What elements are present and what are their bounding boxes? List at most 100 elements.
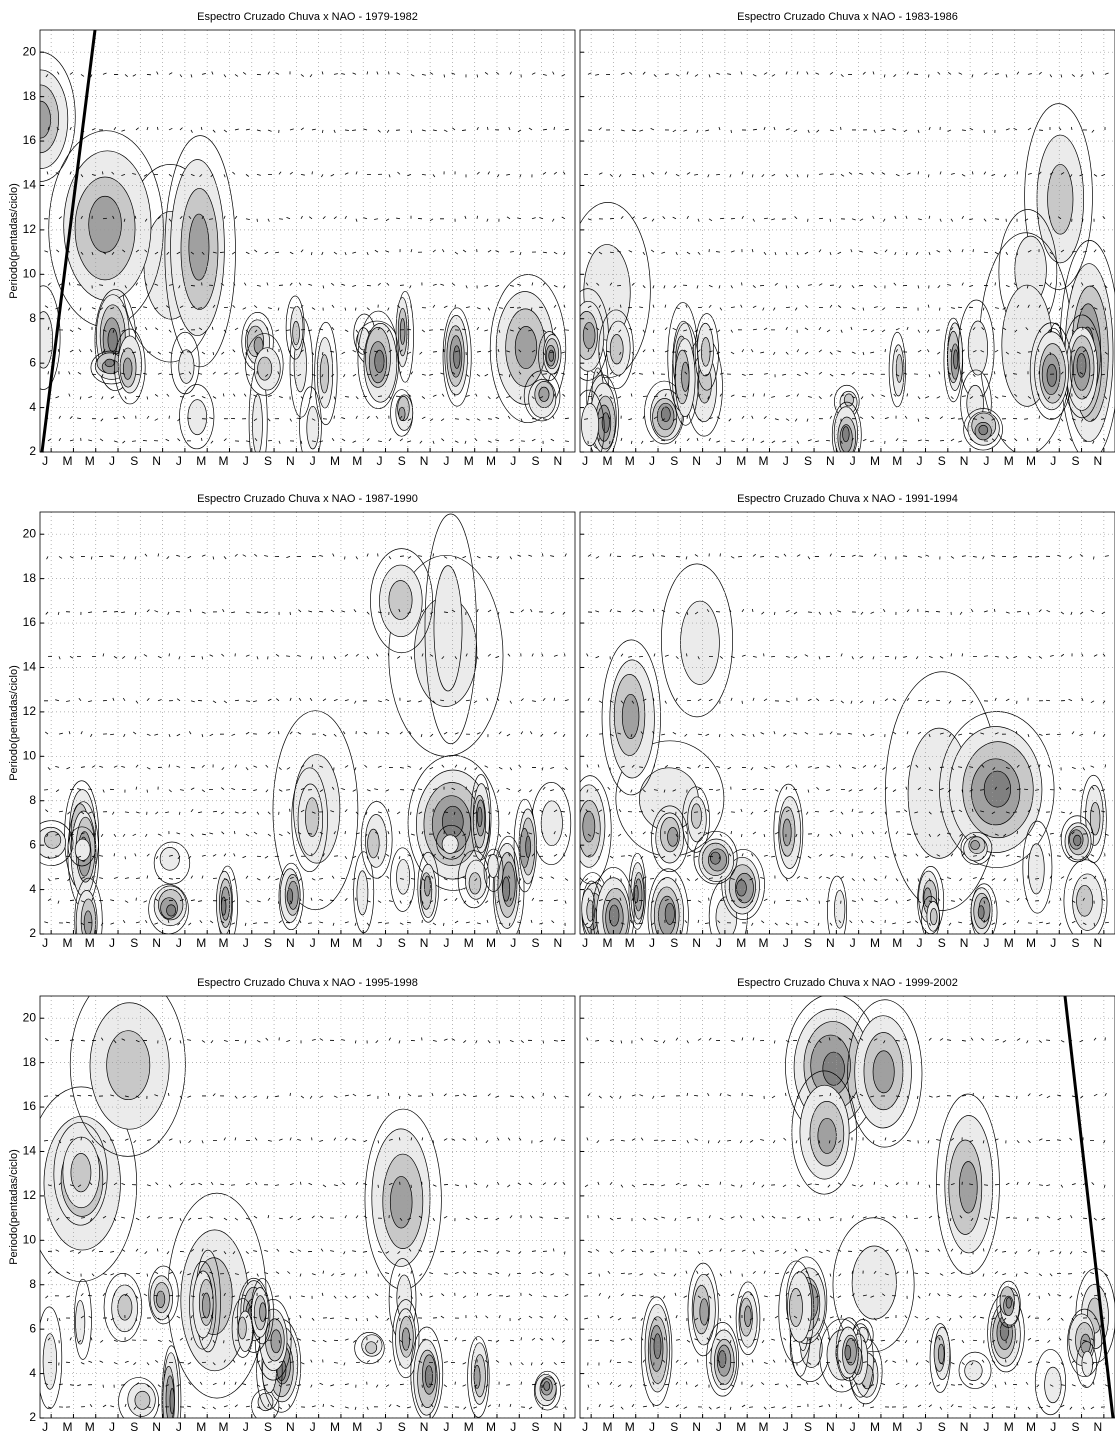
phase-arrow: [640, 1037, 644, 1041]
phase-arrow: [609, 251, 614, 254]
phase-arrow: [454, 1271, 459, 1275]
phase-arrow: [354, 1273, 357, 1277]
phase-arrow: [287, 1271, 291, 1274]
phase-arrow: [321, 129, 324, 133]
phase-arrow: [609, 371, 613, 375]
phase-arrow: [443, 74, 446, 78]
phase-arrow: [796, 285, 800, 289]
phase-arrow: [771, 218, 776, 221]
phase-arrow: [553, 831, 556, 835]
phase-arrow: [708, 218, 713, 222]
phase-arrow: [675, 898, 680, 902]
contour: [1090, 801, 1101, 836]
phase-arrow: [906, 172, 911, 175]
phase-arrow: [730, 1384, 735, 1387]
phase-arrow: [454, 251, 459, 255]
phase-arrow: [728, 853, 732, 857]
x-tick-label: N: [826, 454, 835, 468]
phase-arrow: [738, 1295, 743, 1299]
phase-arrow: [983, 72, 988, 75]
phase-arrow: [223, 1040, 228, 1042]
phase-arrow: [761, 1340, 765, 1344]
phase-arrow: [895, 349, 898, 353]
phase-arrow: [994, 307, 999, 309]
phase-arrow: [928, 1215, 933, 1219]
phase-arrow: [805, 1381, 809, 1385]
contour: [1067, 1308, 1102, 1378]
phase-arrow: [851, 371, 855, 375]
phase-arrow: [399, 1383, 404, 1386]
phase-arrow: [829, 129, 834, 132]
phase-arrow: [1005, 74, 1008, 78]
contour: [640, 1296, 673, 1406]
contour: [259, 1302, 267, 1322]
phase-arrow: [486, 218, 489, 222]
x-tick-label: J: [983, 454, 989, 468]
phase-arrow: [465, 394, 470, 397]
phase-arrow: [464, 767, 467, 771]
contour: [736, 879, 747, 897]
phase-arrow: [640, 1317, 644, 1321]
phase-arrow: [212, 1250, 217, 1252]
phase-arrow: [322, 733, 327, 737]
contour: [1076, 353, 1087, 378]
phase-arrow: [675, 1182, 680, 1186]
phase-arrow: [859, 250, 864, 253]
chart-title: Espectro Cruzado Chuva x NAO - 1999-2002: [737, 977, 958, 989]
contour: [106, 1030, 151, 1101]
phase-arrow: [1101, 173, 1106, 177]
phase-arrow: [1016, 731, 1018, 735]
phase-arrow: [807, 1362, 812, 1365]
phase-arrow: [78, 1339, 82, 1343]
phase-arrow: [408, 1337, 412, 1341]
phase-arrow: [443, 922, 445, 926]
phase-arrow: [685, 304, 688, 308]
phase-arrow: [674, 374, 677, 378]
x-tick-label: N: [826, 936, 835, 950]
phase-arrow: [242, 554, 247, 557]
chart-title: Espectro Cruzado Chuva x NAO - 1987-1990: [197, 493, 418, 505]
phase-arrow: [895, 1271, 900, 1274]
phase-arrow: [620, 304, 622, 308]
phase-arrow: [1057, 1217, 1062, 1221]
phase-arrow: [763, 767, 768, 770]
phase-arrow: [275, 329, 280, 332]
x-tick-label: J: [917, 454, 923, 468]
phase-arrow: [432, 788, 437, 791]
phase-arrow: [124, 285, 127, 289]
phase-arrow: [179, 74, 183, 78]
phase-arrow: [530, 731, 533, 735]
phase-arrow: [928, 922, 931, 926]
x-tick-label: J: [310, 454, 316, 468]
phase-arrow: [68, 371, 71, 375]
phase-arrow: [311, 1317, 315, 1321]
phase-arrow: [553, 371, 558, 375]
contour: [103, 1273, 143, 1342]
phase-arrow: [366, 922, 370, 926]
phase-arrow: [925, 700, 930, 704]
phase-arrow: [884, 1249, 889, 1252]
phase-arrow: [80, 1293, 84, 1297]
phase-arrow: [741, 349, 745, 353]
phase-arrow: [352, 789, 357, 792]
x-tick-label: J: [42, 1420, 48, 1434]
phase-arrow: [487, 126, 489, 131]
contour: [1028, 843, 1045, 895]
phase-arrow: [718, 285, 721, 289]
contour: [680, 600, 720, 685]
phase-arrow: [344, 215, 347, 219]
contour: [360, 801, 393, 879]
phase-arrow: [366, 856, 369, 860]
phase-arrow: [518, 1251, 522, 1255]
phase-arrow: [837, 251, 842, 255]
contour: [1005, 1297, 1012, 1309]
phase-arrow: [620, 653, 624, 657]
phase-arrow: [220, 811, 225, 815]
phase-arrow: [223, 1405, 228, 1408]
phase-arrow: [509, 611, 514, 614]
phase-arrow: [55, 765, 60, 768]
phase-arrow: [454, 350, 459, 353]
phase-arrow: [928, 1381, 932, 1385]
phase-arrow: [961, 371, 965, 375]
phase-arrow: [110, 555, 115, 557]
